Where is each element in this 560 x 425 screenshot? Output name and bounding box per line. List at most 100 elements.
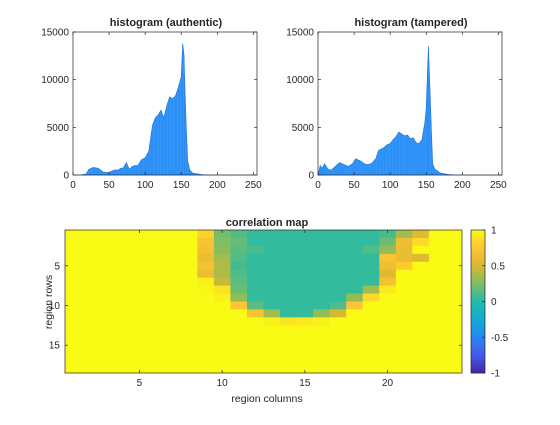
heatmap-cell	[346, 309, 364, 318]
heatmap-cell	[65, 325, 82, 334]
heatmap-cell	[362, 301, 380, 310]
heatmap-cell	[213, 269, 231, 279]
heatmap-cell	[197, 245, 215, 255]
heatmap-cell	[280, 341, 297, 350]
heatmap-cell	[65, 341, 82, 350]
heatmap-cell	[213, 230, 231, 239]
heatmap-cell	[428, 317, 446, 326]
y-tick-label: 10000	[286, 75, 314, 86]
heatmap-cell	[81, 253, 99, 263]
heatmap-cell	[445, 230, 463, 239]
heatmap-cell	[445, 293, 463, 302]
heatmap-cell	[445, 333, 463, 342]
heatmap-cell	[164, 317, 182, 326]
heatmap-cell	[428, 253, 446, 263]
heatmap-cell	[246, 285, 264, 294]
heatmap-cell	[395, 277, 413, 287]
colorbar-segment	[471, 243, 485, 246]
heatmap-cell	[98, 293, 116, 302]
colorbar-segment	[471, 314, 485, 318]
heatmap-cell	[98, 317, 116, 326]
heatmap-cell	[98, 365, 116, 374]
heatmap-cell	[362, 261, 380, 271]
heatmap-cell	[362, 253, 380, 263]
heatmap-cell	[180, 341, 198, 350]
heatmap-cell	[346, 357, 364, 366]
colorbar-segment	[471, 270, 485, 273]
heatmap-cell	[313, 301, 331, 310]
heatmap-cell	[131, 301, 149, 310]
heatmap-cell	[296, 301, 314, 310]
heatmap-cell	[180, 309, 198, 318]
colorbar-segment	[471, 346, 485, 349]
heatmap-cell	[428, 357, 446, 366]
heatmap-cell	[246, 293, 264, 302]
heatmap-cell	[379, 325, 397, 334]
heatmap-cell	[147, 230, 165, 239]
heatmap-cell	[98, 309, 116, 318]
heatmap-cell	[329, 357, 347, 366]
x-tick-label: 200	[454, 180, 471, 191]
heatmap-cell	[147, 309, 165, 318]
heatmap-cell	[263, 333, 281, 342]
heatmap-cell	[65, 261, 82, 271]
heatmap-cell	[280, 245, 297, 255]
heatmap-cell	[280, 261, 297, 271]
heatmap-cell	[65, 309, 82, 318]
colorbar-segment	[471, 245, 485, 249]
heatmap-cell	[395, 349, 413, 358]
heatmap-cell	[428, 349, 446, 358]
heatmap-cell	[147, 237, 165, 247]
heatmap-cell	[313, 317, 331, 326]
colorbar-segment	[471, 250, 485, 253]
heatmap-cell	[263, 277, 281, 287]
heatmap-cell	[428, 325, 446, 334]
heatmap-cell	[230, 277, 248, 287]
heatmap-cell	[263, 301, 281, 310]
heatmap-cell	[445, 253, 463, 263]
colorbar-segment	[471, 256, 485, 260]
heatmap-cell	[131, 285, 149, 294]
heatmap-cell	[313, 293, 331, 302]
heatmap-cell	[313, 325, 331, 334]
heatmap-cell	[65, 317, 82, 326]
heatmap-cell	[147, 325, 165, 334]
heatmap-cell	[230, 365, 248, 374]
heatmap-cell	[65, 230, 82, 239]
heatmap-cell	[428, 341, 446, 350]
x-tick-label: 200	[209, 180, 226, 191]
heatmap-cell	[313, 285, 331, 294]
heatmap-cell	[197, 253, 215, 263]
heatmap-cell	[296, 285, 314, 294]
heatmap-cell	[65, 349, 82, 358]
heatmap-cell	[131, 349, 149, 358]
heatmap-cell	[197, 269, 215, 279]
heatmap-cell	[164, 253, 182, 263]
heatmap-cell	[98, 269, 116, 279]
heatmap-cell	[296, 325, 314, 334]
histogram-authentic-title: histogram (authentic)	[110, 17, 223, 29]
heatmap-cell	[412, 317, 430, 326]
heatmap-cell	[329, 365, 347, 374]
heatmap-cell	[428, 261, 446, 271]
heatmap-cell	[65, 277, 82, 287]
y-tick-label: 10000	[41, 75, 69, 86]
heatmap-cell	[346, 349, 364, 358]
heatmap-cell	[114, 309, 132, 318]
heatmap-cell	[362, 277, 380, 287]
heatmap-cell	[114, 261, 132, 271]
heatmap-cell	[164, 325, 182, 334]
heatmap-cell	[164, 293, 182, 302]
colorbar-segment	[471, 241, 485, 244]
heatmap-cell	[131, 325, 149, 334]
heatmap-cell	[379, 357, 397, 366]
heatmap-cell	[147, 269, 165, 279]
colorbar-segment	[471, 294, 485, 298]
heatmap-cell	[98, 349, 116, 358]
y-tick-label: 5	[54, 261, 60, 272]
heatmap-cell	[313, 309, 331, 318]
heatmap-cell	[131, 230, 149, 239]
colorbar-segment	[471, 323, 485, 327]
